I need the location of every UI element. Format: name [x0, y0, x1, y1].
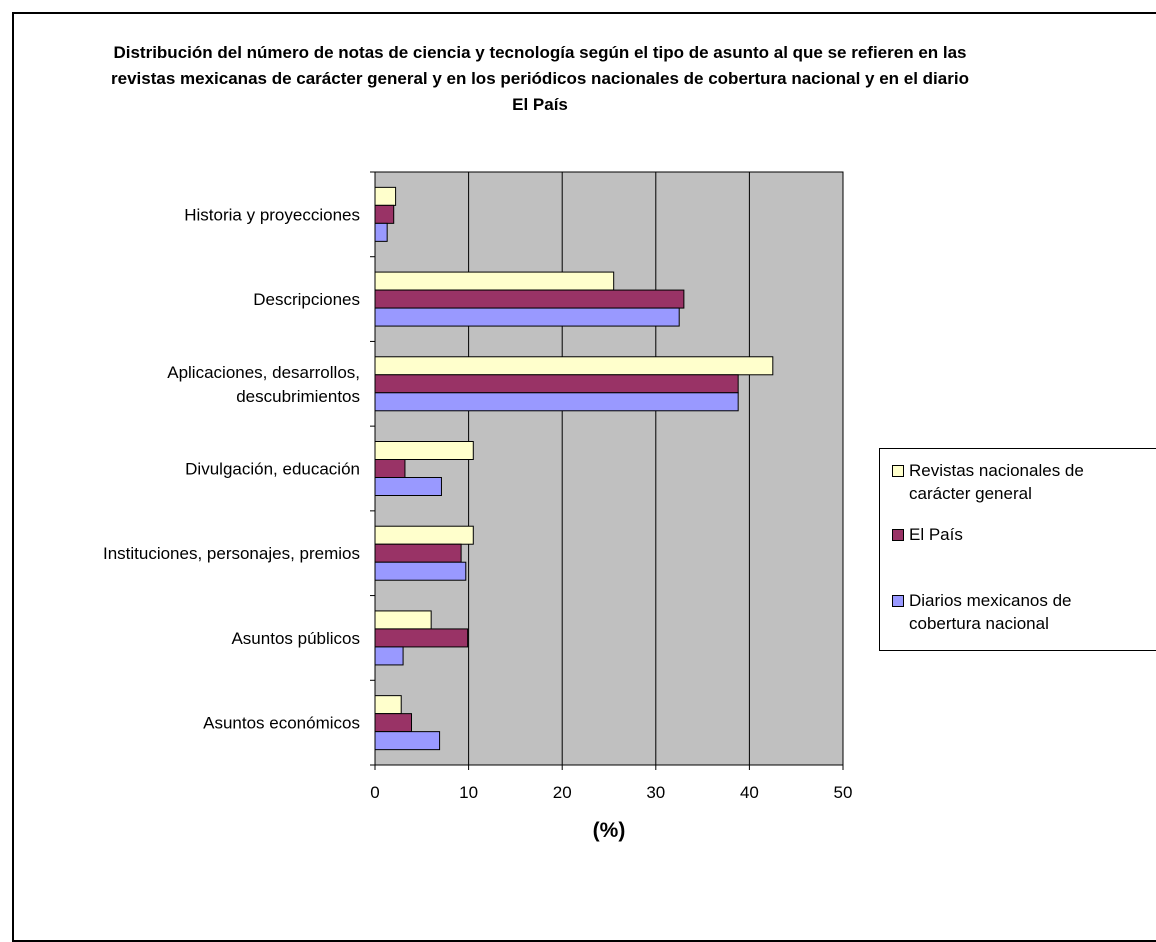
bar-2-series-3	[374, 307, 680, 327]
legend-label-el-pais: El País	[909, 525, 963, 544]
bar-4-series-3	[374, 477, 442, 496]
x-tick-label-30: 30	[646, 783, 665, 802]
category-label-6: Asuntos públicos	[231, 629, 360, 648]
bar-6-series-1	[374, 610, 432, 630]
bar-3-series-2	[374, 374, 739, 394]
chart-title: Distribución del número de notas de cien…	[111, 43, 969, 114]
bar-4-series-1	[374, 441, 474, 460]
category-label-2: Descripciones	[253, 290, 360, 309]
bar-5-series-3	[374, 561, 467, 581]
bar-6-series-2	[374, 628, 469, 648]
legend-swatch-diarios	[892, 595, 904, 607]
bar-5-series-1	[374, 525, 474, 545]
legend-item-el-pais: El País	[892, 523, 1156, 546]
x-tick-label-0: 0	[370, 783, 379, 802]
category-label-7: Asuntos económicos	[203, 714, 360, 733]
legend-swatch-el-pais	[892, 529, 904, 541]
bar-1-series-1	[374, 186, 397, 206]
legend: Revistas nacionales de carácter general …	[879, 448, 1156, 651]
bar-7-series-3	[374, 731, 441, 751]
bar-7-series-2	[374, 713, 413, 733]
category-label-3: Aplicaciones, desarrollos,	[167, 363, 360, 382]
category-label-1: Historia y proyecciones	[184, 205, 360, 224]
plot-area	[374, 171, 844, 766]
legend-label-revistas: Revistas nacionales de	[909, 461, 1084, 480]
bar-1-series-2	[374, 204, 395, 224]
bar-5-series-2	[374, 543, 462, 563]
category-label-5: Instituciones, personajes, premios	[103, 544, 360, 563]
legend-item-diarios: Diarios mexicanos de cobertura nacional	[892, 589, 1156, 635]
category-label-3-line2: descubrimientos	[236, 387, 360, 406]
bar-2-series-2	[374, 289, 685, 309]
legend-swatch-revistas	[892, 465, 904, 477]
category-label-4: Divulgación, educación	[185, 460, 360, 479]
x-tick-label-40: 40	[740, 783, 759, 802]
bar-3-series-1	[374, 356, 774, 376]
bar-6-series-3	[374, 646, 404, 666]
legend-label-diarios-line2: cobertura nacional	[909, 614, 1049, 633]
bar-2-series-1	[374, 271, 615, 291]
x-tick-label-10: 10	[459, 783, 478, 802]
legend-item-revistas: Revistas nacionales de carácter general	[892, 459, 1156, 505]
legend-label-revistas-line2: carácter general	[909, 484, 1032, 503]
x-tick-label-20: 20	[553, 783, 572, 802]
bar-1-series-3	[374, 222, 388, 242]
x-axis-title: (%)	[593, 819, 626, 842]
x-tick-label-50: 50	[834, 783, 853, 802]
bar-3-series-3	[374, 392, 739, 412]
bar-4-series-2	[374, 459, 406, 478]
bar-7-series-1	[374, 695, 402, 715]
legend-label-diarios: Diarios mexicanos de	[909, 591, 1072, 610]
